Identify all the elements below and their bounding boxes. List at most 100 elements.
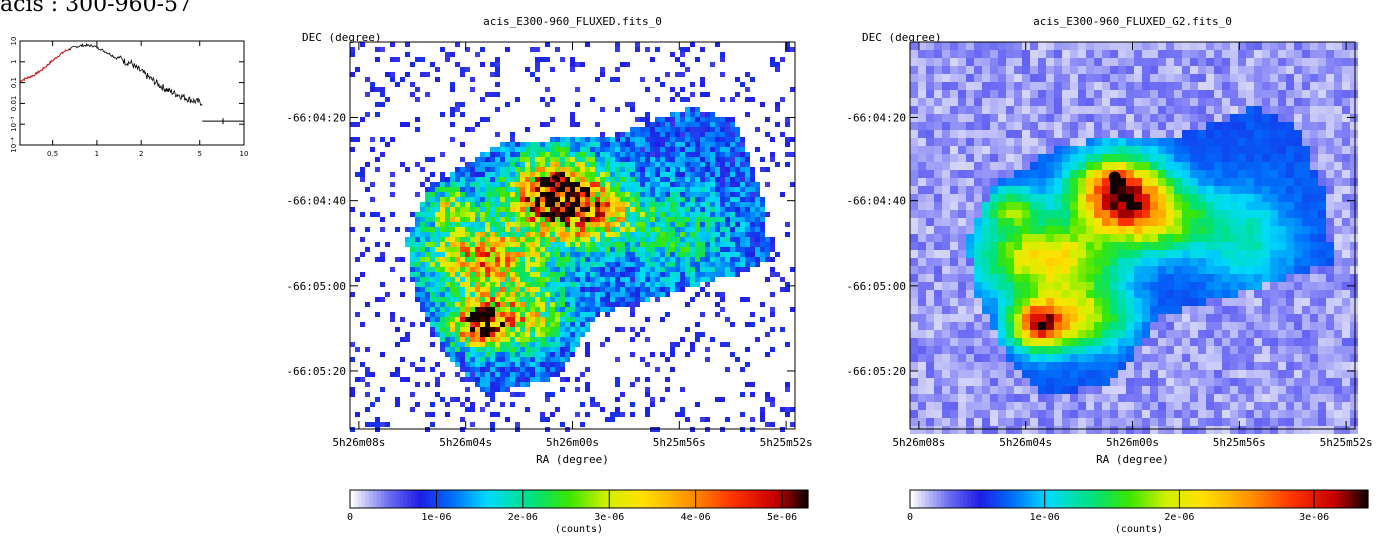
map-pixel: [640, 242, 645, 247]
map-pixel: [435, 302, 440, 307]
map-pixel: [430, 412, 435, 417]
map-pixel: [1070, 98, 1078, 106]
colorbar-segment: [411, 490, 416, 508]
map-pixel: [1286, 114, 1294, 122]
map-pixel: [600, 247, 605, 252]
map-pixel: [550, 237, 555, 242]
map-pixel: [700, 152, 705, 157]
map-pixel: [370, 372, 375, 377]
map-pixel: [620, 252, 625, 257]
map-pixel: [725, 272, 730, 277]
map-pixel: [705, 152, 710, 157]
map-pixel: [1326, 210, 1334, 218]
map-pixel: [555, 262, 560, 267]
map-pixel: [550, 392, 555, 397]
map-pixel: [380, 387, 385, 392]
map-pixel: [1046, 186, 1054, 194]
map-pixel: [595, 212, 600, 217]
map-pixel: [1102, 218, 1110, 226]
map-pixel: [780, 57, 785, 62]
map-pixel: [560, 287, 565, 292]
map-pixel: [630, 237, 635, 242]
map-pixel: [440, 317, 445, 322]
map-pixel: [570, 67, 575, 72]
map-pixel: [435, 67, 440, 72]
map-pixel: [655, 152, 660, 157]
map-pixel: [1310, 146, 1318, 154]
map-pixel: [1094, 194, 1102, 202]
map-pixel: [1022, 242, 1030, 250]
map-pixel: [695, 212, 700, 217]
map-pixel: [630, 247, 635, 252]
map-pixel: [1006, 234, 1014, 242]
map-pixel: [635, 237, 640, 242]
map-pixel: [510, 197, 515, 202]
map-pixel: [1342, 218, 1350, 226]
map-pixel: [1246, 130, 1254, 138]
map-pixel: [730, 157, 735, 162]
map-pixel: [550, 97, 555, 102]
map-pixel: [1198, 74, 1206, 82]
map-pixel: [785, 117, 790, 122]
map-pixel: [715, 237, 720, 242]
map-pixel: [450, 317, 455, 322]
map-pixel: [958, 74, 966, 82]
map-pixel: [510, 392, 515, 397]
map-pixel: [720, 232, 725, 237]
map-pixel: [475, 362, 480, 367]
map-pixel: [910, 250, 918, 258]
map-pixel: [1198, 170, 1206, 178]
map-pixel: [1222, 146, 1230, 154]
map-pixel: [555, 322, 560, 327]
map-pixel: [605, 172, 610, 177]
map-pixel: [525, 322, 530, 327]
map-pixel: [380, 92, 385, 97]
map-pixel: [600, 142, 605, 147]
map-pixel: [425, 232, 430, 237]
map-pixel: [595, 162, 600, 167]
map-pixel: [450, 82, 455, 87]
map-pixel: [1102, 66, 1110, 74]
map-pixel: [1334, 178, 1342, 186]
map-pixel: [500, 357, 505, 362]
map-pixel: [998, 82, 1006, 90]
map-pixel: [575, 292, 580, 297]
map-pixel: [705, 227, 710, 232]
map-pixel: [1118, 82, 1126, 90]
map-pixel: [705, 282, 710, 287]
map-pixel: [655, 232, 660, 237]
map-pixel: [500, 337, 505, 342]
map-pixel: [470, 242, 475, 247]
map-pixel: [1038, 90, 1046, 98]
map-pixel: [440, 257, 445, 262]
map-pixel: [475, 222, 480, 227]
map-pixel: [1214, 154, 1222, 162]
map-pixel: [540, 212, 545, 217]
map-pixel: [550, 197, 555, 202]
map-pixel: [740, 197, 745, 202]
map-pixel: [615, 327, 620, 332]
map-pixel: [585, 262, 590, 267]
map-pixel: [435, 182, 440, 187]
map-pixel: [1142, 194, 1150, 202]
map-pixel: [450, 107, 455, 112]
map-pixel: [430, 217, 435, 222]
map-pixel: [565, 172, 570, 177]
map-pixel: [605, 187, 610, 192]
map-pixel: [650, 262, 655, 267]
colorbar-segment: [430, 490, 435, 508]
map-pixel: [705, 262, 710, 267]
map-pixel: [650, 242, 655, 247]
map-pixel: [670, 97, 675, 102]
map-pixel: [1238, 210, 1246, 218]
map-pixel: [555, 142, 560, 147]
colorbar-segment: [460, 490, 466, 508]
map-pixel: [1054, 162, 1062, 170]
map-pixel: [1270, 130, 1278, 138]
map-pixel: [365, 422, 370, 427]
map-pixel: [1054, 178, 1062, 186]
map-pixel: [1166, 114, 1174, 122]
map-pixel: [785, 47, 790, 52]
colorbar-tick-label: 4e-06: [681, 512, 711, 523]
map-pixel: [1198, 226, 1206, 234]
